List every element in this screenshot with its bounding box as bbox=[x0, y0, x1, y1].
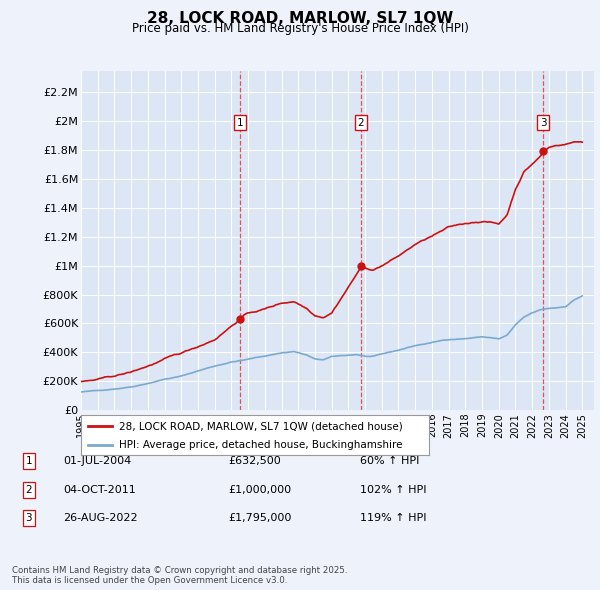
Text: 102% ↑ HPI: 102% ↑ HPI bbox=[360, 485, 427, 494]
Text: £632,500: £632,500 bbox=[228, 457, 281, 466]
Text: 3: 3 bbox=[25, 513, 32, 523]
Text: 60% ↑ HPI: 60% ↑ HPI bbox=[360, 457, 419, 466]
Text: 119% ↑ HPI: 119% ↑ HPI bbox=[360, 513, 427, 523]
Text: 3: 3 bbox=[540, 118, 547, 128]
Text: 2: 2 bbox=[25, 485, 32, 494]
Text: £1,795,000: £1,795,000 bbox=[228, 513, 292, 523]
Text: Price paid vs. HM Land Registry's House Price Index (HPI): Price paid vs. HM Land Registry's House … bbox=[131, 22, 469, 35]
Text: 1: 1 bbox=[25, 457, 32, 466]
Text: 28, LOCK ROAD, MARLOW, SL7 1QW: 28, LOCK ROAD, MARLOW, SL7 1QW bbox=[147, 11, 453, 25]
Text: 01-JUL-2004: 01-JUL-2004 bbox=[63, 457, 131, 466]
Text: 2: 2 bbox=[358, 118, 364, 128]
Text: 28, LOCK ROAD, MARLOW, SL7 1QW (detached house): 28, LOCK ROAD, MARLOW, SL7 1QW (detached… bbox=[119, 421, 403, 431]
Text: HPI: Average price, detached house, Buckinghamshire: HPI: Average price, detached house, Buck… bbox=[119, 440, 403, 450]
Text: £1,000,000: £1,000,000 bbox=[228, 485, 291, 494]
Text: 1: 1 bbox=[236, 118, 243, 128]
Text: 26-AUG-2022: 26-AUG-2022 bbox=[63, 513, 137, 523]
Text: 04-OCT-2011: 04-OCT-2011 bbox=[63, 485, 136, 494]
Text: Contains HM Land Registry data © Crown copyright and database right 2025.
This d: Contains HM Land Registry data © Crown c… bbox=[12, 566, 347, 585]
